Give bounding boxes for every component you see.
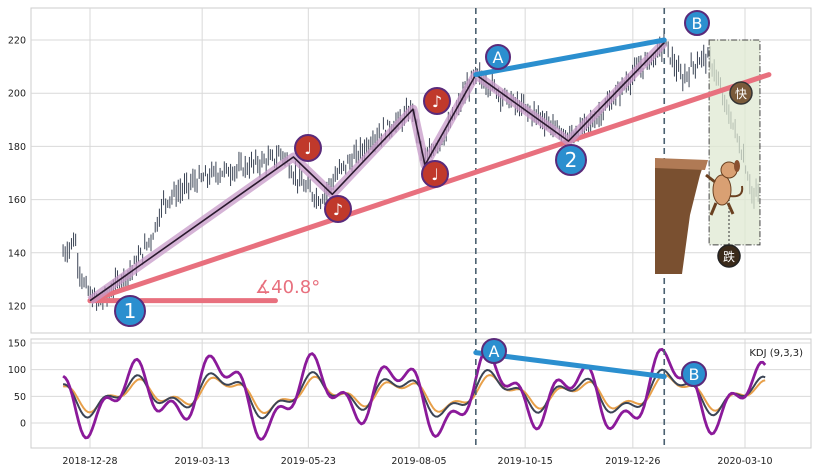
dog-leg: [726, 202, 735, 215]
kdj-marker-a-label: A: [489, 342, 500, 361]
x-tick-labels: 2018-12-28 2019-03-13 2019-05-23 2019-08-05…: [62, 456, 772, 467]
trendline: [87, 72, 772, 304]
note-marker-circle: [423, 87, 451, 115]
kdj-marker-a-circle: [481, 338, 507, 364]
x-tick: 2018-12-28: [62, 456, 117, 467]
x-tick: 2020-03-10: [717, 456, 772, 467]
note-marker-circle: [324, 195, 352, 223]
marker-b-label: B: [692, 14, 703, 33]
dog-tail: [729, 185, 744, 198]
marker-a-label: A: [493, 48, 504, 67]
price-y-tick: 180: [8, 142, 26, 153]
marker-2-label: 2: [565, 148, 578, 172]
zigzag-line: [89, 42, 665, 302]
price-y-tick: 220: [8, 36, 26, 47]
marker-b-circle: [684, 10, 710, 36]
kdj-y-tick: 0: [20, 419, 26, 430]
ab-line-price: [473, 37, 667, 78]
x-tick: 2019-12-26: [605, 456, 660, 467]
kdj-y-tick: 150: [8, 339, 26, 350]
price-y-tick: 120: [8, 302, 26, 313]
note-marker-circle: [294, 134, 322, 162]
kdj-y-tick: 50: [14, 392, 26, 403]
ab-line-kdj: [473, 350, 667, 380]
sell-badge-label: 快: [735, 87, 747, 101]
kdj-overlays: AB: [473, 338, 707, 448]
marker-1-label: 1: [124, 299, 137, 323]
kdj-y-tick-labels: 0 50 100 150: [8, 339, 26, 430]
x-tick: 2019-03-13: [175, 456, 230, 467]
kdj-marker-b-label: B: [689, 365, 700, 384]
shaded-box: [708, 39, 761, 246]
price-overlays: ∡40.8° 1 2 A B ♩ ♪ ♪ ♩ 快跌: [87, 8, 772, 333]
x-tick: 2019-05-23: [281, 456, 336, 467]
dog-arm: [705, 173, 716, 184]
price-panel: ∡40.8° 1 2 A B ♩ ♪ ♪ ♩ 快跌 120 140 160 180 200 220: [8, 7, 812, 334]
stumble-badge-circle: [717, 244, 741, 268]
note-marker-circle: [421, 160, 449, 188]
price-y-tick: 160: [8, 195, 26, 206]
dog-leg: [709, 202, 718, 216]
angle-label: ∡40.8°: [255, 277, 320, 298]
kdj-marker-b-circle: [681, 361, 707, 387]
price-y-tick-labels: 120 140 160 180 200 220: [8, 36, 26, 313]
price-y-tick: 200: [8, 89, 26, 100]
x-tick: 2019-10-15: [498, 456, 553, 467]
dog-body: [712, 174, 732, 206]
note-marker-label: ♩: [431, 165, 439, 184]
note-marker-label: ♪: [432, 92, 442, 111]
marker-a-circle: [485, 44, 511, 70]
kdj-legend: KDJ (9,3,3): [749, 348, 803, 359]
stumble-badge-label: 跌: [723, 249, 735, 264]
kdj-d-line: [63, 373, 766, 414]
x-tick: 2019-08-05: [391, 456, 446, 467]
note-marker-label: ♩: [304, 139, 312, 158]
kdj-lines: [62, 347, 767, 441]
price-y-tick: 140: [8, 248, 26, 259]
sell-badge-circle: [729, 81, 753, 105]
kdj-j-line: [62, 347, 767, 441]
cliff-icon: [655, 160, 705, 274]
note-marker-label: ♪: [333, 200, 343, 219]
cliff-top: [655, 158, 708, 170]
dog-ear: [734, 160, 740, 172]
marker-1-circle: [114, 295, 146, 327]
dog-icon: [705, 160, 744, 216]
kdj-grid: [31, 339, 811, 448]
marker-2-circle: [555, 144, 587, 176]
kdj-y-tick: 100: [8, 365, 26, 376]
